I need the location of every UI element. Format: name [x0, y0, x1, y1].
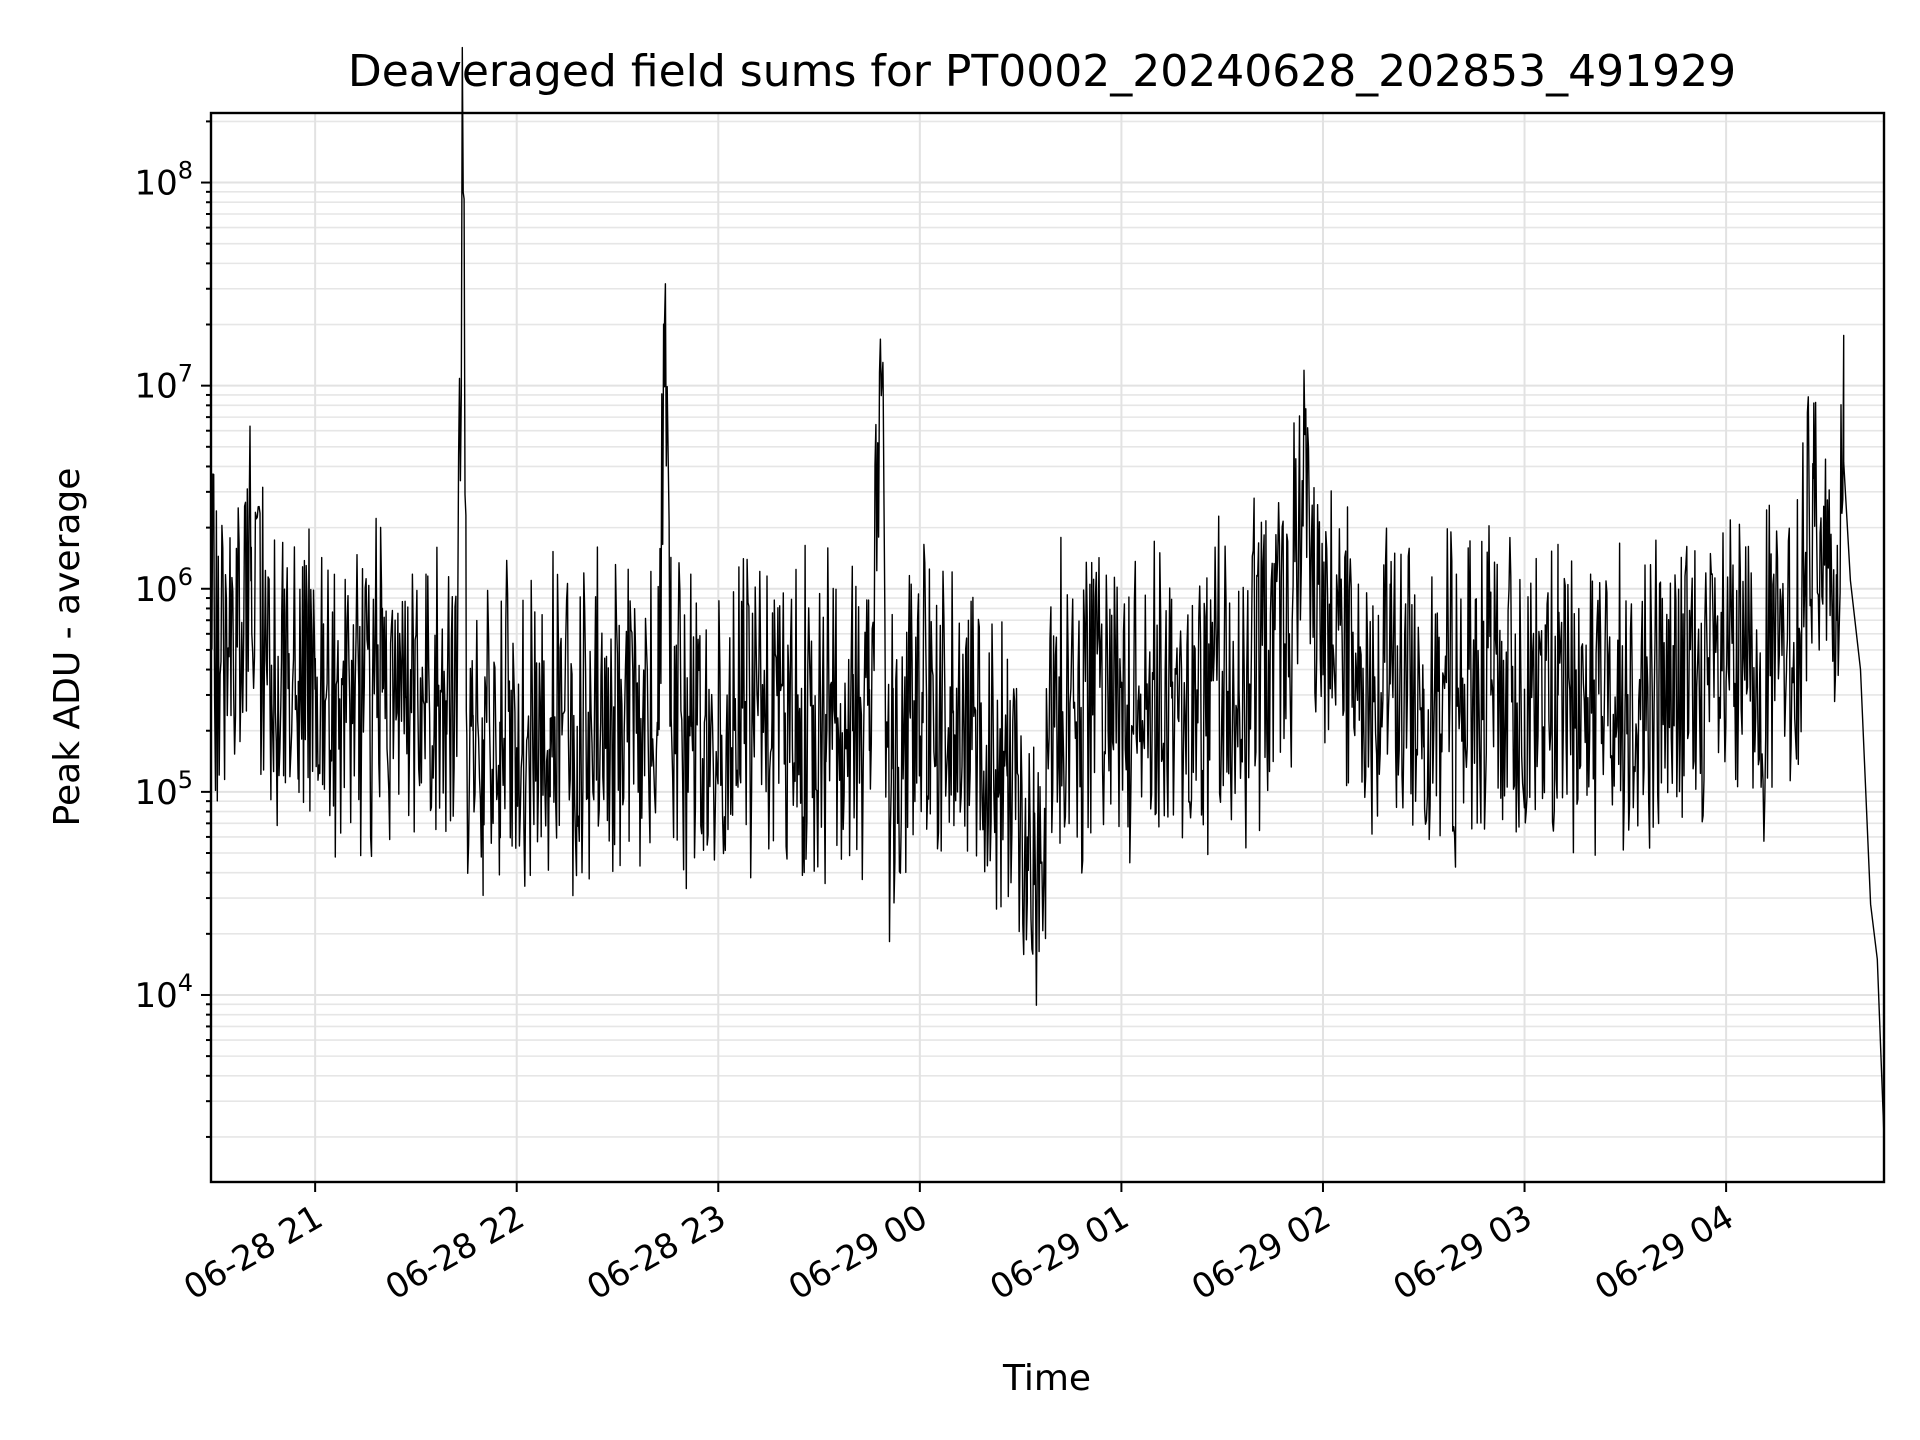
- y-tick-exponent: 8: [178, 157, 193, 185]
- y-tick-label: 106: [134, 563, 193, 610]
- chart-title: Deaveraged field sums for PT0002_2024062…: [348, 46, 1736, 97]
- y-axis-label: Peak ADU - average: [47, 468, 88, 827]
- y-tick-label: 104: [134, 969, 193, 1016]
- y-tick-base: 10: [134, 367, 177, 407]
- y-tick-exponent: 7: [178, 360, 193, 388]
- data-area: [210, 46, 1885, 1137]
- y-tick-base: 10: [134, 164, 177, 204]
- y-tick-base: 10: [134, 976, 177, 1016]
- plot-area-frame: [209, 111, 1886, 1184]
- y-tick-label: 108: [134, 157, 193, 204]
- y-tick-label: 105: [134, 766, 193, 813]
- y-tick-base: 10: [134, 570, 177, 610]
- y-tick-label: 107: [134, 360, 193, 407]
- y-tick-exponent: 5: [178, 766, 193, 794]
- y-tick-base: 10: [134, 773, 177, 813]
- y-tick-exponent: 4: [178, 969, 193, 997]
- x-axis-label: Time: [1002, 1358, 1091, 1399]
- y-tick-exponent: 6: [178, 563, 193, 591]
- series-line: [210, 46, 1885, 1137]
